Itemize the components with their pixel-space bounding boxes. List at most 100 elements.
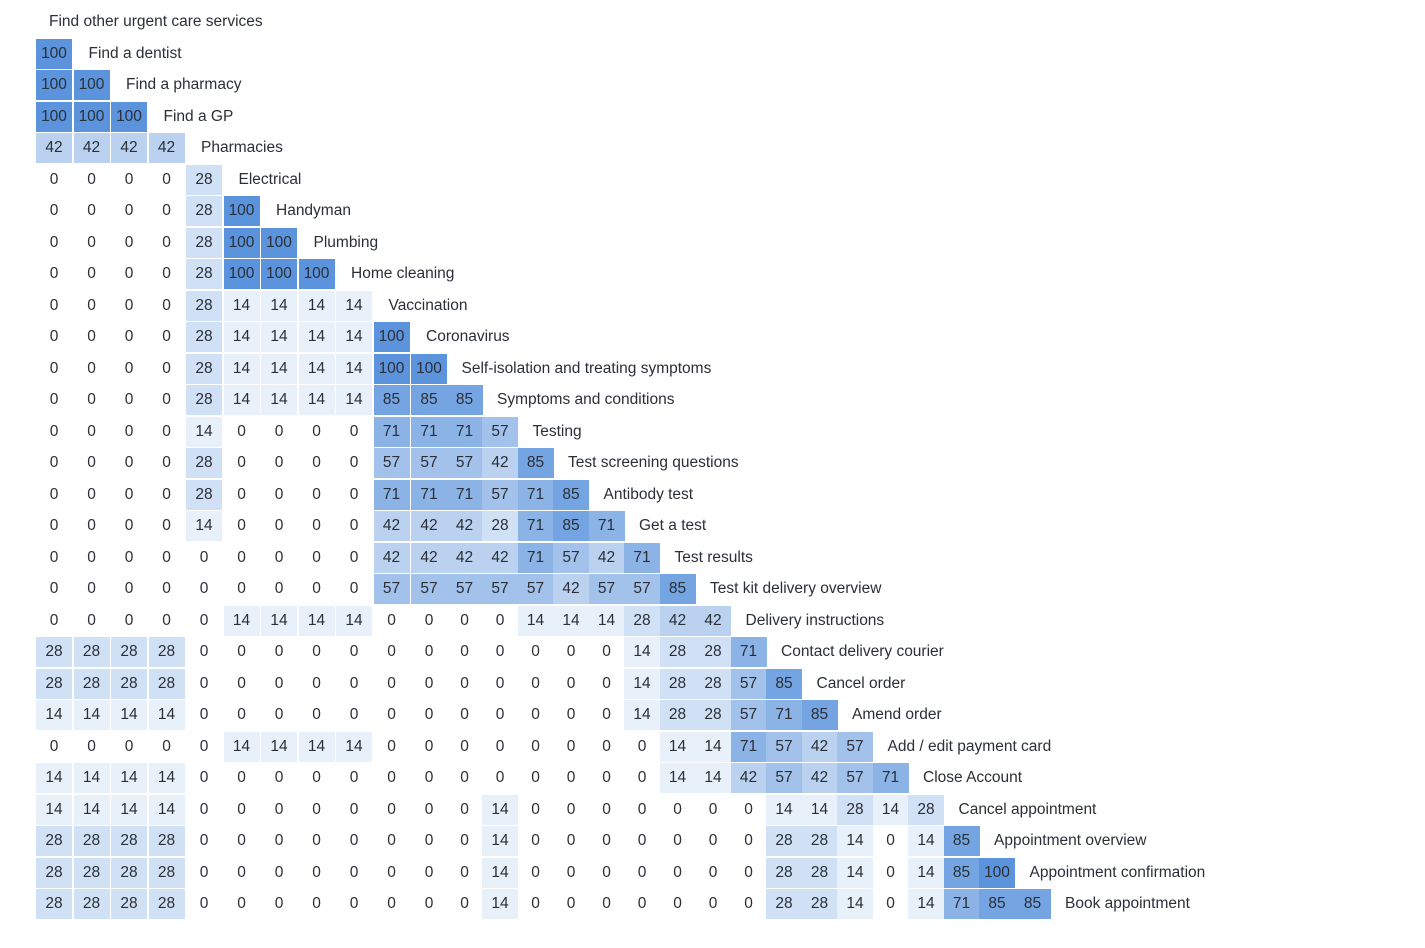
heatmap-cell: 0 bbox=[223, 857, 260, 888]
heatmap-cell: 0 bbox=[446, 889, 483, 919]
heatmap-cell: 0 bbox=[73, 448, 110, 478]
heatmap-cell: 28 bbox=[766, 889, 802, 919]
row-label: Plumbing bbox=[313, 233, 379, 251]
heatmap-cell: 42 bbox=[411, 511, 447, 541]
heatmap-cell: 0 bbox=[223, 479, 260, 510]
heatmap-cell: 0 bbox=[373, 605, 410, 636]
heatmap-cell: 0 bbox=[336, 857, 372, 888]
row-label: Antibody test bbox=[603, 485, 694, 503]
heatmap-cell: 0 bbox=[261, 479, 297, 510]
heatmap-cell: 0 bbox=[73, 416, 110, 447]
row-label: Appointment confirmation bbox=[1029, 863, 1206, 881]
heatmap-cell: 28 bbox=[186, 385, 222, 415]
heatmap-cell: 0 bbox=[73, 731, 110, 762]
heatmap-cell: 0 bbox=[695, 826, 731, 856]
row-label: Cancel order bbox=[816, 674, 906, 692]
heatmap-cell: 0 bbox=[298, 479, 335, 510]
heatmap-cell: 0 bbox=[411, 637, 447, 667]
heatmap-cell: 14 bbox=[837, 826, 873, 856]
heatmap-cell: 28 bbox=[73, 637, 110, 667]
heatmap-cell: 0 bbox=[659, 826, 696, 856]
heatmap-cell: 85 bbox=[517, 448, 554, 478]
heatmap-cell: 14 bbox=[482, 889, 518, 919]
row-label: Coronavirus bbox=[426, 328, 510, 345]
heatmap-cell: 0 bbox=[872, 826, 909, 856]
heatmap-cell: 0 bbox=[517, 889, 554, 919]
heatmap-cell: 42 bbox=[411, 542, 447, 573]
heatmap-cell: 0 bbox=[446, 857, 483, 888]
heatmap-cell: 28 bbox=[148, 857, 185, 888]
heatmap-cell: 0 bbox=[553, 700, 589, 730]
heatmap-cell: 100 bbox=[298, 259, 335, 289]
heatmap-cell: 0 bbox=[411, 731, 447, 762]
row-label: Find a GP bbox=[163, 107, 234, 125]
heatmap-cell: 0 bbox=[148, 448, 185, 478]
heatmap-cell: 0 bbox=[111, 385, 147, 415]
heatmap-cell: 0 bbox=[553, 857, 589, 888]
heatmap-cell: 28 bbox=[111, 668, 147, 699]
heatmap-cell: 100 bbox=[73, 70, 110, 100]
heatmap-cell: 14 bbox=[73, 700, 110, 730]
heatmap-cell: 100 bbox=[261, 227, 297, 258]
heatmap-cell: 28 bbox=[111, 826, 147, 856]
heatmap-cell: 57 bbox=[553, 542, 589, 573]
heatmap-cell: 28 bbox=[801, 826, 838, 856]
heatmap-cell: 28 bbox=[73, 826, 110, 856]
row-label: Add / edit payment card bbox=[887, 737, 1052, 755]
heatmap-cell: 0 bbox=[223, 700, 260, 730]
heatmap-cell: 57 bbox=[517, 574, 554, 604]
heatmap-cell: 0 bbox=[588, 700, 625, 730]
heatmap-cell: 14 bbox=[482, 794, 518, 825]
heatmap-cell: 14 bbox=[111, 763, 147, 793]
row-label: Find a pharmacy bbox=[126, 76, 242, 93]
heatmap-cell: 0 bbox=[111, 479, 147, 510]
heatmap-cell: 14 bbox=[261, 322, 297, 352]
heatmap-cell: 100 bbox=[111, 101, 147, 132]
heatmap-cell: 0 bbox=[186, 857, 222, 888]
heatmap-cell: 0 bbox=[186, 637, 222, 667]
heatmap-cell: 0 bbox=[373, 857, 410, 888]
heatmap-cell: 0 bbox=[298, 857, 335, 888]
heatmap-cell: 71 bbox=[411, 416, 447, 447]
heatmap-cell: 14 bbox=[908, 889, 944, 919]
heatmap-cell: 28 bbox=[36, 668, 72, 699]
heatmap-cell: 0 bbox=[261, 763, 297, 793]
heatmap-cell: 85 bbox=[553, 479, 589, 510]
heatmap-cell: 0 bbox=[624, 826, 660, 856]
heatmap-cell: 28 bbox=[111, 857, 147, 888]
heatmap-cell: 0 bbox=[373, 731, 410, 762]
heatmap-cell: 0 bbox=[73, 196, 110, 226]
heatmap-cell: 14 bbox=[186, 416, 222, 447]
heatmap-cell: 28 bbox=[659, 637, 696, 667]
heatmap-cell: 42 bbox=[695, 605, 731, 636]
heatmap-cell: 0 bbox=[73, 574, 110, 604]
heatmap-cell: 57 bbox=[766, 731, 802, 762]
heatmap-cell: 42 bbox=[446, 542, 483, 573]
heatmap-cell: 28 bbox=[837, 794, 873, 825]
heatmap-cell: 85 bbox=[979, 889, 1015, 919]
heatmap-cell: 71 bbox=[624, 542, 660, 573]
heatmap-cell: 28 bbox=[186, 196, 222, 226]
heatmap-cell: 0 bbox=[111, 196, 147, 226]
heatmap-cell: 0 bbox=[336, 826, 372, 856]
heatmap-cell: 0 bbox=[336, 574, 372, 604]
row-label: Test kit delivery overview bbox=[710, 580, 882, 597]
heatmap-cell: 42 bbox=[111, 133, 147, 163]
heatmap-cell: 42 bbox=[36, 133, 72, 163]
heatmap-cell: 14 bbox=[837, 857, 873, 888]
heatmap-cell: 42 bbox=[482, 542, 518, 573]
heatmap-cell: 0 bbox=[36, 196, 72, 226]
heatmap-cell: 71 bbox=[517, 511, 554, 541]
heatmap-cell: 14 bbox=[298, 353, 335, 384]
heatmap-cell: 0 bbox=[446, 605, 483, 636]
heatmap-cell: 0 bbox=[111, 731, 147, 762]
heatmap-cell: 0 bbox=[148, 290, 185, 321]
heatmap-cell: 42 bbox=[801, 763, 838, 793]
heatmap-cell: 0 bbox=[446, 668, 483, 699]
heatmap-cell: 0 bbox=[261, 637, 297, 667]
heatmap-cell: 28 bbox=[148, 889, 185, 919]
heatmap-cell: 85 bbox=[1014, 889, 1051, 919]
heatmap-cell: 42 bbox=[730, 763, 767, 793]
heatmap-cell: 0 bbox=[223, 416, 260, 447]
heatmap-cell: 14 bbox=[336, 605, 372, 636]
